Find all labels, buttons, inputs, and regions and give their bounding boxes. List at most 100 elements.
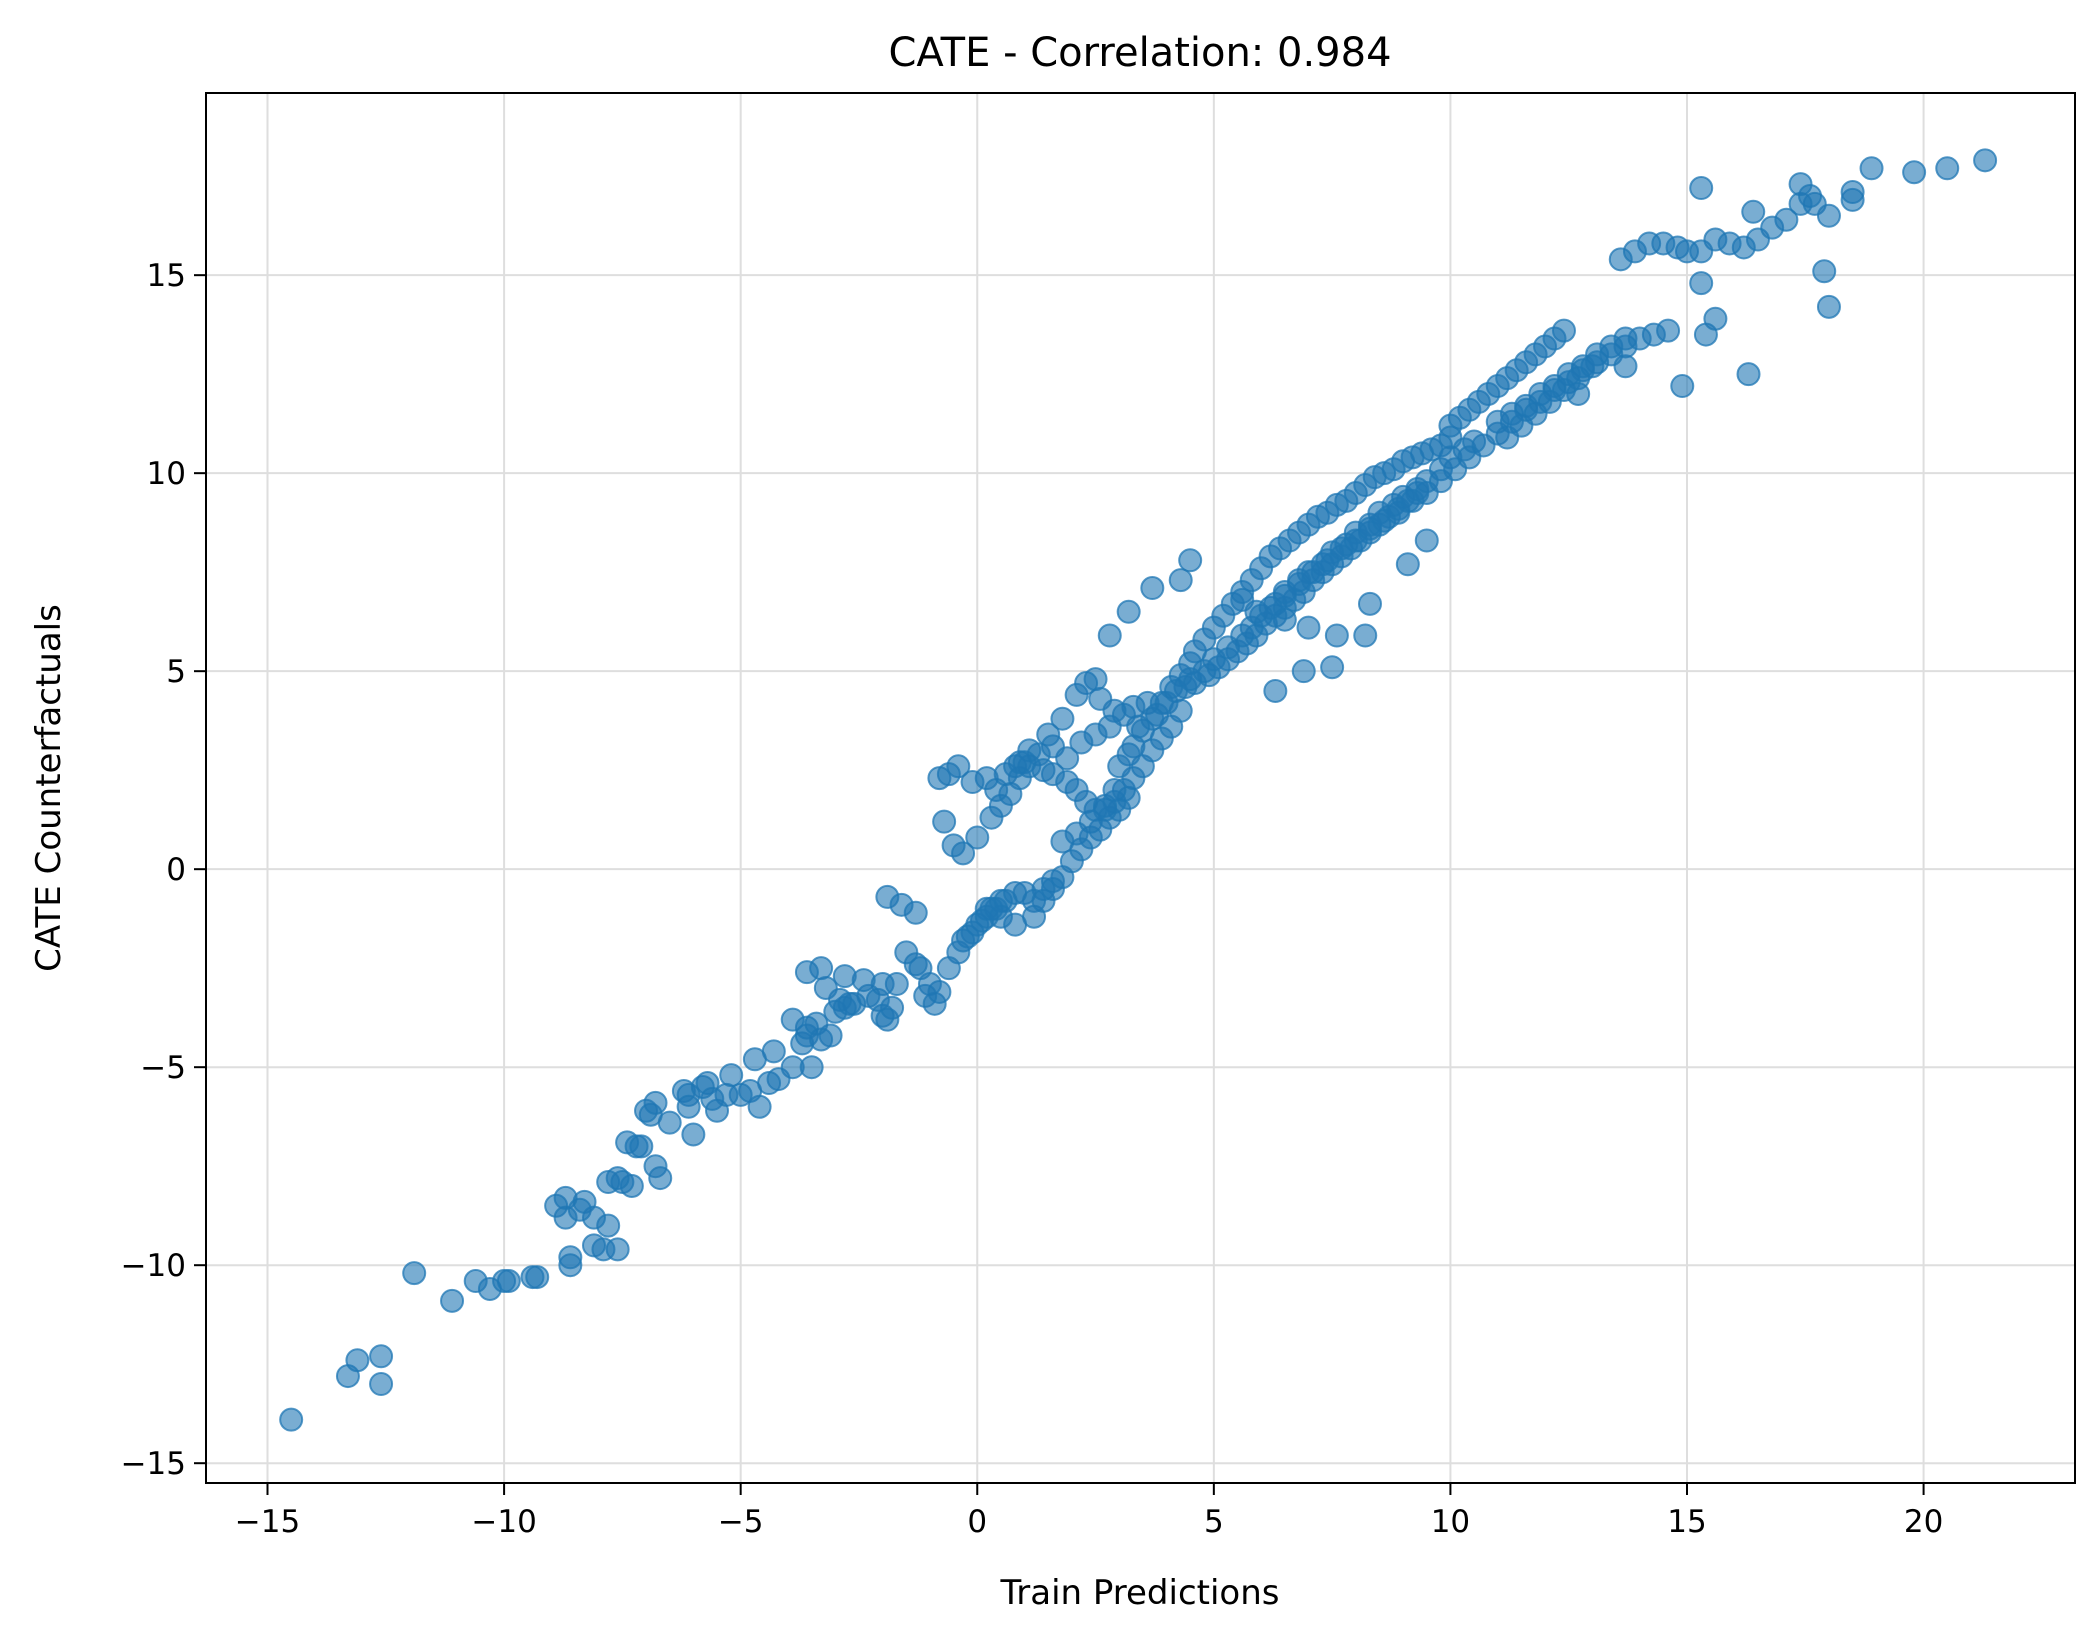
scatter-point (1816, 294, 1841, 319)
scatter-point (880, 995, 905, 1020)
x-tick-label: 20 (1904, 1504, 1943, 1540)
scatter-point (1126, 714, 1151, 739)
scatter-point (369, 1371, 394, 1396)
scatter-point (605, 1237, 630, 1262)
scatter-point (1613, 354, 1638, 379)
y-axis-label: CATE Counterfactuals (29, 604, 69, 972)
scatter-point (402, 1261, 427, 1286)
scatter-point (1357, 591, 1382, 616)
scatter-point (676, 1094, 701, 1119)
scatter-point (1102, 698, 1127, 723)
scatter-point (719, 1063, 744, 1088)
scatter-point (1613, 326, 1638, 351)
scatter-point (279, 1407, 304, 1432)
scatter-point (525, 1265, 550, 1290)
x-axis-label: Train Predictions (999, 1573, 1279, 1613)
scatter-point (1320, 655, 1345, 680)
scatter-point (1816, 203, 1841, 228)
scatter-point (1840, 180, 1865, 205)
scatter-point (927, 979, 952, 1004)
scatter-point (1007, 750, 1032, 775)
scatter-point (1414, 528, 1439, 553)
scatter-point (1140, 576, 1165, 601)
scatter-point (1670, 374, 1695, 399)
scatter-point (799, 1055, 824, 1080)
scatter-point (818, 1023, 843, 1048)
scatter-point (946, 754, 971, 779)
scatter-point (1689, 271, 1714, 296)
scatter-point (1812, 259, 1837, 284)
scatter-point (1272, 607, 1297, 632)
scatter-point (1102, 777, 1127, 802)
y-tick-label: 0 (166, 852, 186, 888)
scatter-point (1097, 623, 1122, 648)
scatter-point (567, 1197, 592, 1222)
scatter-point (1774, 207, 1799, 232)
scatter-point (1973, 148, 1998, 173)
scatter-point (1050, 706, 1075, 731)
scatter-point (1074, 671, 1099, 696)
scatter-point (1580, 354, 1605, 379)
y-tick-label: 5 (166, 654, 186, 690)
y-tick-label: 15 (147, 258, 186, 294)
scatter-point (1324, 623, 1349, 648)
y-axis-ticks: −15 −10 −5 0 5 10 15 (121, 258, 206, 1482)
x-tick-label: 10 (1431, 1504, 1470, 1540)
plot-frame (205, 92, 2076, 1484)
scatter-point (369, 1344, 394, 1369)
scatter-point (1353, 623, 1378, 648)
scatter-point (345, 1348, 370, 1373)
scatter-point (1168, 568, 1193, 593)
scatter-point (1291, 659, 1316, 684)
scatter-point (742, 1047, 767, 1072)
scatter-point (1736, 362, 1761, 387)
scatter-point (780, 1007, 805, 1032)
scatter-point (1741, 199, 1766, 224)
x-axis-ticks: −15 −10 −5 0 5 10 15 20 (235, 1483, 1943, 1540)
scatter-point (681, 1122, 706, 1147)
y-tick-label: −15 (121, 1446, 186, 1482)
grid (206, 93, 2075, 1483)
scatter-point (1656, 318, 1681, 343)
scatter-point (1116, 599, 1141, 624)
scatter-point (965, 825, 990, 850)
scatter-point (884, 972, 909, 997)
x-tick-label: −10 (471, 1504, 536, 1540)
scatter-point (1703, 306, 1728, 331)
scatter-point (951, 841, 976, 866)
scatter-point (648, 1166, 673, 1191)
scatter-point (1055, 746, 1080, 771)
scatter-point (1036, 722, 1061, 747)
scatter-point (657, 1110, 682, 1135)
scatter-point (837, 991, 862, 1016)
scatter-point (700, 1086, 725, 1111)
scatter-point (558, 1245, 583, 1270)
scatter-point (932, 809, 957, 834)
scatter-point (1551, 318, 1576, 343)
y-tick-label: −5 (140, 1050, 186, 1086)
scatter-point (1859, 156, 1884, 181)
scatter-point (1178, 548, 1203, 573)
scatter-point (1798, 183, 1823, 208)
scatter-point (1935, 156, 1960, 181)
scatter-point (813, 975, 838, 1000)
scatter-point (496, 1269, 521, 1294)
y-tick-label: −10 (121, 1248, 186, 1284)
scatter-point (643, 1090, 668, 1115)
x-tick-label: 0 (967, 1504, 987, 1540)
scatter-point (440, 1288, 465, 1313)
scatter-point (1003, 912, 1028, 937)
scatter-point (605, 1166, 630, 1191)
scatter-point (1566, 381, 1591, 406)
scatter-point (1263, 678, 1288, 703)
scatter-point (903, 900, 928, 925)
scatter-point (1296, 615, 1321, 640)
x-tick-label: −5 (718, 1504, 764, 1540)
scatter-point (1689, 176, 1714, 201)
chart-title: CATE - Correlation: 0.984 (888, 30, 1391, 76)
x-tick-label: −15 (235, 1504, 300, 1540)
scatter-point (1395, 552, 1420, 577)
scatter-point (794, 960, 819, 985)
